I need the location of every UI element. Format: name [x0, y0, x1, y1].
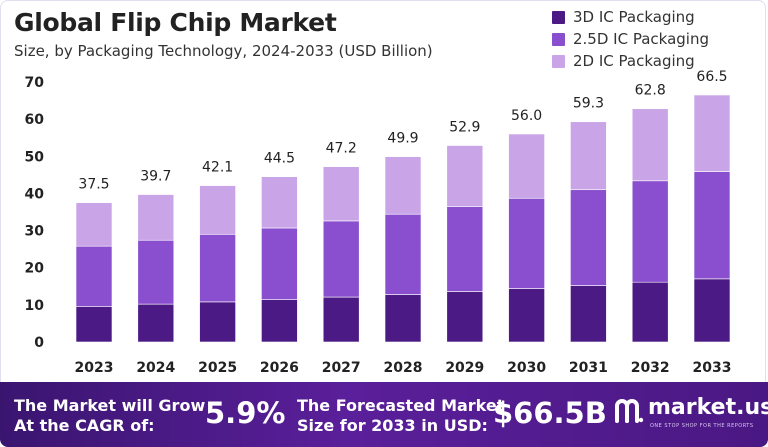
bar-segment-3d-2023 — [75, 306, 113, 343]
bar-segment-3d-2032 — [631, 281, 669, 343]
y-tick-label: 30 — [25, 224, 45, 240]
x-tick-label-2025: 2025 — [198, 360, 237, 376]
data-label-total-2027: 47.2 — [326, 141, 357, 157]
forecast-label: The Forecasted Market Size for 2033 in U… — [297, 396, 504, 436]
bar-segment-3d-2030 — [508, 288, 545, 343]
footer-banner: The Market will Grow At the CAGR of: 5.9… — [0, 382, 768, 447]
legend: 3D IC Packaging 2.5D IC Packaging 2D IC … — [552, 6, 709, 72]
bar-segment-2d-2023 — [75, 202, 113, 247]
bar-segment-3d-2029 — [446, 291, 484, 343]
data-label-total-2024: 39.7 — [140, 169, 171, 185]
x-tick-label-2028: 2028 — [384, 360, 423, 376]
bar-segment-3d-2025 — [199, 301, 236, 343]
brand-tagline: ONE STOP SHOP FOR THE REPORTS — [650, 423, 754, 429]
bar-segment-2d-2028 — [384, 156, 422, 215]
stacked-bar-chart: 01020304050607037.5202339.7202442.120254… — [25, 69, 732, 376]
bar-segment-2d-2030 — [508, 133, 545, 199]
x-tick-label-2032: 2032 — [631, 360, 670, 376]
legend-label-2-5d: 2.5D IC Packaging — [573, 30, 709, 48]
data-label-total-2033: 66.5 — [696, 69, 727, 85]
bar-segment-2-5d-2025 — [199, 233, 236, 303]
legend-label-2d: 2D IC Packaging — [573, 52, 695, 70]
bar-segment-2d-2025 — [199, 185, 236, 235]
bar-segment-2d-2031 — [570, 121, 607, 191]
bar-segment-3d-2033 — [693, 278, 731, 343]
data-label-total-2031: 59.3 — [573, 96, 604, 112]
cagr-value: 5.9% — [205, 396, 286, 430]
x-tick-label-2023: 2023 — [75, 360, 114, 376]
brand-name: market.us — [648, 395, 768, 420]
bar-segment-2d-2024 — [137, 194, 175, 241]
bar-segment-2-5d-2033 — [693, 171, 731, 280]
bar-segment-2-5d-2031 — [570, 189, 607, 286]
bar-segment-2d-2029 — [446, 145, 484, 207]
bar-segment-2-5d-2032 — [631, 180, 669, 283]
bar-segment-2d-2026 — [261, 176, 298, 229]
bar-segment-2-5d-2026 — [261, 227, 298, 300]
cagr-label: The Market will Grow At the CAGR of: — [14, 396, 205, 436]
bar-segment-3d-2024 — [137, 303, 175, 343]
bar-segment-3d-2026 — [261, 299, 298, 343]
cagr-label-line-1: The Market will Grow — [14, 396, 206, 415]
legend-item-2d: 2D IC Packaging — [552, 50, 709, 72]
y-tick-label: 70 — [25, 75, 45, 91]
bar-segment-2d-2032 — [631, 108, 669, 182]
bar-segment-2-5d-2030 — [508, 197, 545, 289]
y-tick-label: 50 — [25, 149, 45, 165]
cagr-label-line-2: At the CAGR of: — [14, 416, 155, 435]
bar-segment-2-5d-2027 — [322, 220, 360, 298]
bar-segment-2-5d-2024 — [137, 239, 175, 305]
legend-item-3d: 3D IC Packaging — [552, 6, 709, 28]
y-tick-label: 10 — [25, 298, 45, 314]
chart-subtitle: Size, by Packaging Technology, 2024-2033… — [14, 42, 433, 60]
bar-segment-2d-2033 — [693, 94, 731, 172]
bar-segment-3d-2028 — [384, 294, 422, 343]
data-label-total-2025: 42.1 — [202, 160, 233, 176]
data-label-total-2026: 44.5 — [264, 151, 295, 167]
legend-swatch-2d — [552, 54, 565, 68]
x-tick-label-2026: 2026 — [260, 360, 299, 376]
bar-segment-3d-2027 — [322, 296, 360, 343]
chart-title: Global Flip Chip Market — [14, 8, 337, 37]
forecast-label-line-1: The Forecasted Market — [297, 396, 505, 415]
x-tick-label-2029: 2029 — [445, 360, 484, 376]
data-label-total-2029: 52.9 — [449, 120, 480, 136]
y-tick-label: 40 — [25, 186, 45, 202]
y-tick-label: 0 — [34, 335, 44, 351]
bar-segment-2d-2027 — [322, 166, 360, 222]
forecast-value: $66.5B — [493, 396, 607, 430]
y-tick-label: 20 — [25, 261, 45, 277]
y-tick-label: 60 — [25, 112, 45, 128]
data-label-total-2028: 49.9 — [387, 131, 418, 147]
legend-swatch-3d — [552, 10, 565, 24]
bar-segment-2-5d-2029 — [446, 206, 484, 292]
x-tick-label-2024: 2024 — [136, 360, 175, 376]
x-tick-label-2027: 2027 — [322, 360, 361, 376]
data-label-total-2023: 37.5 — [78, 177, 109, 193]
legend-label-3d: 3D IC Packaging — [573, 8, 695, 26]
x-tick-label-2030: 2030 — [507, 360, 546, 376]
data-label-total-2032: 62.8 — [635, 83, 666, 99]
bar-segment-3d-2031 — [570, 285, 607, 343]
data-label-total-2030: 56.0 — [511, 108, 542, 124]
forecast-label-line-2: Size for 2033 in USD: — [297, 416, 488, 435]
x-tick-label-2033: 2033 — [693, 360, 732, 376]
bar-segment-2-5d-2023 — [75, 245, 113, 307]
bar-segment-2-5d-2028 — [384, 213, 422, 295]
market-us-logo-icon — [615, 399, 644, 423]
x-tick-label-2031: 2031 — [569, 360, 608, 376]
legend-item-2-5d: 2.5D IC Packaging — [552, 28, 709, 50]
legend-swatch-2-5d — [552, 32, 565, 46]
